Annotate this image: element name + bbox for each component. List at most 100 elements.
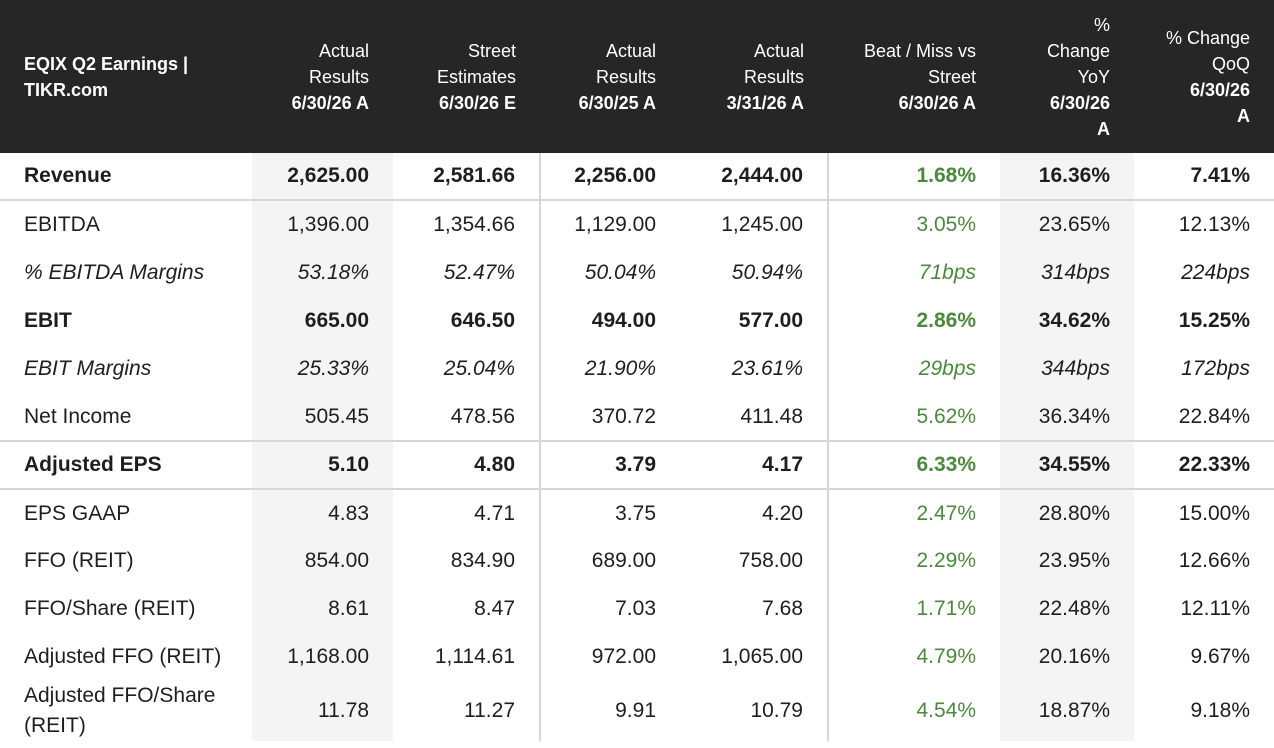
col-date: 6/30/26 A	[898, 92, 976, 113]
cell-actual-q2-25: 3.79	[540, 440, 680, 489]
title-line-1: EQIX Q2 Earnings |	[24, 53, 189, 74]
cell-actual-q2-25: 3.75	[540, 488, 680, 537]
cell-actual-q2-25: 50.04%	[584, 261, 656, 284]
cell-actual-q2-26: 1,168.00	[252, 633, 393, 681]
col-header-street-estimates: Street Estimates 6/30/26 E	[393, 0, 540, 153]
cell-street-estimate: 52.47%	[393, 249, 541, 297]
cell-actual-q1-26: 23.61%	[680, 345, 829, 393]
table-row: EBIT Margins 25.33% 25.04% 21.90% 23.61% 29bp…	[0, 345, 1274, 393]
cell-change-qoq: 12.11%	[1180, 597, 1250, 620]
cell-actual-q2-26: 854.00	[252, 537, 393, 585]
col-label: Beat / Miss vs	[863, 40, 976, 61]
cell-beat-miss: 5.62%	[916, 404, 976, 428]
cell-actual-q1-26: 4.17	[680, 440, 829, 489]
col-label: YoY	[1077, 66, 1110, 87]
row-label: EPS GAAP	[0, 488, 252, 537]
cell-street-estimate: 4.71	[393, 488, 541, 537]
cell-actual-q1-26: 2,444.00	[680, 153, 829, 200]
cell-actual-q1-26: 1,245.00	[680, 199, 829, 249]
cell-street-estimate: 646.50	[393, 297, 541, 345]
cell-beat-miss: 1.68%	[916, 164, 976, 187]
col-date: 6/30/25 A	[578, 92, 656, 113]
cell-beat-miss: 3.05%	[828, 199, 1000, 249]
row-label: EBIT Margins	[24, 357, 152, 380]
cell-actual-q2-25: 494.00	[591, 309, 656, 332]
cell-street-estimate: 4.80	[393, 440, 541, 489]
cell-actual-q2-26: 2,625.00	[252, 153, 393, 200]
col-date: 6/30/26	[1189, 79, 1250, 100]
row-label: Adjusted FFO (REIT)	[24, 645, 222, 668]
cell-actual-q2-26: 11.78	[252, 681, 393, 741]
cell-actual-q2-25: 21.90%	[584, 357, 656, 380]
col-label: %	[1093, 14, 1110, 35]
cell-beat-miss: 71bps	[918, 261, 976, 284]
cell-change-qoq: 22.33%	[1134, 440, 1274, 489]
row-label: % EBITDA Margins	[24, 261, 205, 284]
col-header-beat-miss: Beat / Miss vs Street 6/30/26 A	[828, 0, 1000, 153]
cell-actual-q1-26: 577.00	[680, 297, 829, 345]
col-date: A	[1237, 105, 1250, 126]
cell-beat-miss: 2.47%	[828, 488, 1000, 537]
cell-change-qoq: 22.84%	[1178, 404, 1250, 428]
col-label: Actual	[605, 40, 656, 61]
table-title: EQIX Q2 Earnings | TIKR.com	[0, 0, 252, 153]
row-label: Net Income	[24, 404, 132, 428]
col-date: 3/31/26 A	[726, 92, 804, 113]
table-row: EPS GAAP 4.83 4.71 3.75 4.20 2.47% 28.80% 15.00…	[0, 488, 1274, 537]
cell-change-yoy: 18.87%	[1000, 681, 1134, 741]
row-label: FFO (REIT)	[24, 549, 134, 572]
col-header-actual-q2-25: Actual Results 6/30/25 A	[540, 0, 680, 153]
table-row: % EBITDA Margins 53.18% 52.47% 50.04% 50.94%…	[0, 249, 1274, 297]
cell-actual-q2-26: 1,396.00	[252, 199, 393, 249]
cell-change-qoq: 9.18%	[1190, 699, 1250, 722]
row-label: EBITDA	[0, 199, 252, 249]
cell-actual-q2-25: 7.03	[615, 597, 656, 620]
col-header-actual-q2-26: Actual Results 6/30/26 A	[252, 0, 393, 153]
cell-street-estimate: 25.04%	[393, 345, 541, 393]
cell-actual-q1-26: 10.79	[680, 681, 829, 741]
cell-actual-q1-26: 1,065.00	[680, 633, 829, 681]
cell-change-yoy: 22.48%	[1000, 585, 1134, 633]
col-header-change-qoq: % Change QoQ 6/30/26 A	[1134, 0, 1274, 153]
row-label: EBIT	[24, 309, 72, 332]
cell-actual-q2-25: 2,256.00	[574, 164, 656, 187]
cell-street-estimate: 1,114.61	[393, 633, 541, 681]
col-header-change-yoy: % Change YoY 6/30/26 A	[1000, 0, 1134, 153]
col-label: Estimates	[436, 66, 516, 87]
title-line-2: TIKR.com	[24, 79, 109, 100]
cell-change-yoy: 36.34%	[1000, 393, 1134, 441]
row-label: Adjusted EPS	[0, 440, 252, 489]
cell-actual-q1-26: 758.00	[680, 537, 829, 585]
table-row: EBIT 665.00 646.50 494.00 577.00 2.86% 34.62% 1…	[0, 297, 1274, 345]
row-label: Adjusted FFO/Share (REIT)	[24, 684, 216, 737]
col-label: QoQ	[1211, 53, 1250, 74]
cell-beat-miss: 2.86%	[916, 309, 976, 332]
cell-change-yoy: 23.65%	[1000, 199, 1134, 249]
cell-beat-miss: 1.71%	[916, 597, 976, 620]
cell-actual-q1-26: 411.48	[680, 393, 829, 441]
cell-change-qoq: 12.13%	[1134, 199, 1274, 249]
cell-actual-q1-26: 50.94%	[680, 249, 829, 297]
row-label: Revenue	[24, 164, 112, 187]
table-row: Adjusted FFO (REIT) 1,168.00 1,114.61 972.0…	[0, 633, 1274, 681]
col-label: Actual	[753, 40, 804, 61]
col-label: Street	[927, 66, 976, 87]
cell-actual-q2-26: 4.83	[252, 488, 393, 537]
cell-change-yoy: 23.95%	[1000, 537, 1134, 585]
cell-street-estimate: 11.27	[393, 681, 541, 741]
cell-change-qoq: 15.25%	[1178, 309, 1250, 332]
cell-actual-q2-25: 1,129.00	[540, 199, 680, 249]
col-label: Results	[308, 66, 369, 87]
cell-street-estimate: 834.90	[393, 537, 541, 585]
cell-actual-q2-26: 8.61	[252, 585, 393, 633]
table-row: Revenue 2,625.00 2,581.66 2,256.00 2,444.00 1…	[0, 153, 1274, 200]
col-label: Results	[595, 66, 656, 87]
cell-change-yoy: 314bps	[1000, 249, 1134, 297]
cell-change-yoy: 16.36%	[1000, 153, 1134, 200]
col-label: Results	[743, 66, 804, 87]
cell-actual-q2-25: 689.00	[591, 549, 656, 572]
cell-actual-q1-26: 7.68	[680, 585, 829, 633]
table-row: Net Income 505.45 478.56 370.72 411.48 5.62% 3…	[0, 393, 1274, 441]
col-date: 6/30/26 A	[291, 92, 369, 113]
